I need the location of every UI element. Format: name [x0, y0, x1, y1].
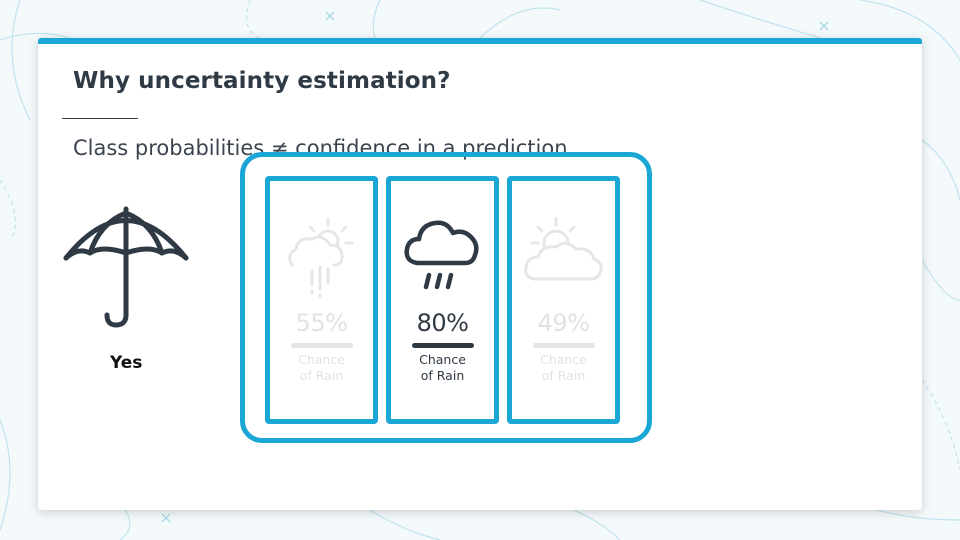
forecast-percent: 49%	[537, 309, 590, 337]
forecast-bar	[412, 343, 474, 348]
forecast-caption-line2: of Rain	[420, 368, 465, 383]
forecast-card-3: 49% Chance of Rain	[507, 176, 620, 424]
forecast-caption-line2: of Rain	[299, 368, 344, 383]
rain-showers-icon	[288, 217, 354, 299]
forecast-caption-line1: Chance	[540, 352, 587, 367]
forecast-panel-frame	[240, 152, 652, 443]
forecast-percent: 80%	[416, 309, 469, 337]
decision-label: Yes	[110, 353, 143, 373]
forecast-percent: 55%	[295, 309, 348, 337]
partly-cloudy-icon	[524, 217, 603, 281]
forecast-caption-line1: Chance	[298, 352, 345, 367]
forecast-caption: Chance of Rain	[270, 352, 373, 384]
forecast-caption-line2: of Rain	[541, 368, 586, 383]
forecast-caption: Chance of Rain	[512, 352, 615, 384]
forecast-card-1: 55% Chance of Rain	[265, 176, 378, 424]
title-divider	[62, 118, 138, 119]
rain-cloud-icon	[404, 220, 479, 290]
forecast-caption: Chance of Rain	[391, 352, 494, 384]
slide-card: Why uncertainty estimation? Class probab…	[38, 38, 922, 510]
forecast-bar	[291, 343, 353, 348]
forecast-caption-line1: Chance	[419, 352, 466, 367]
forecast-bar	[533, 343, 595, 348]
slide-title: Why uncertainty estimation?	[73, 68, 451, 94]
umbrella-icon	[63, 206, 189, 328]
forecast-card-2: 80% Chance of Rain	[386, 176, 499, 424]
